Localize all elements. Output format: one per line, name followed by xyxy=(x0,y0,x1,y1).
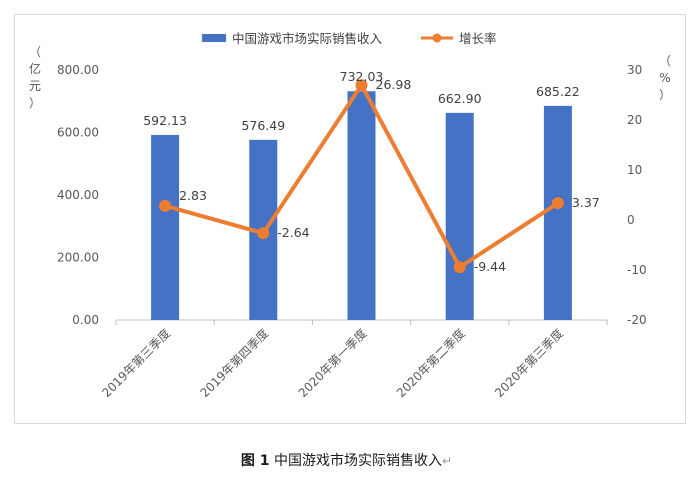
line-point xyxy=(257,227,270,240)
category-label: 2019年第三季度 xyxy=(99,326,174,401)
category-label: 2020年第三季度 xyxy=(491,326,566,401)
bar-series xyxy=(151,91,572,321)
bar xyxy=(347,91,376,320)
line-series xyxy=(159,79,564,274)
bar-value-label: 662.90 xyxy=(438,91,482,106)
bar-value-label: 685.22 xyxy=(536,84,580,99)
legend: 中国游戏市场实际销售收入 增长率 xyxy=(202,31,497,46)
left-tick-label: 200.00 xyxy=(57,251,99,265)
right-tick-label: 0 xyxy=(627,213,635,227)
left-tick-label: 400.00 xyxy=(57,188,99,202)
legend-label-bar: 中国游戏市场实际销售收入 xyxy=(232,31,383,46)
right-unit-char: ） xyxy=(659,88,671,102)
line-point xyxy=(355,79,368,92)
category-label: 2020年第一季度 xyxy=(295,326,370,401)
right-unit-char: （ xyxy=(659,54,671,68)
right-tick-label: -20 xyxy=(627,313,647,327)
bar-value-label: 592.13 xyxy=(143,113,187,128)
bar xyxy=(543,105,572,321)
line-point xyxy=(551,197,564,210)
line-point xyxy=(159,199,172,212)
axis-units: （ 亿元 ） （% ） xyxy=(29,45,671,110)
left-tick-label: 0.00 xyxy=(72,313,99,327)
left-unit-char: 元 xyxy=(29,79,41,93)
return-mark: ↵ xyxy=(442,454,453,468)
right-tick-label: -10 xyxy=(627,263,647,277)
category-label: 2020年第二季度 xyxy=(393,326,468,401)
bar-value-label: 576.49 xyxy=(241,118,285,133)
legend-bar-swatch xyxy=(202,34,226,42)
category-label: 2019年第四季度 xyxy=(197,326,272,401)
left-unit-char: 亿 xyxy=(29,61,41,76)
left-tick-label: 600.00 xyxy=(57,126,99,140)
right-tick-label: 10 xyxy=(627,163,642,177)
line-value-label: 2.83 xyxy=(179,188,207,203)
figure-caption: 图 1 中国游戏市场实际销售收入↵ xyxy=(0,450,693,470)
line-value-label: 26.98 xyxy=(376,77,412,92)
left-tick-label: 800.00 xyxy=(57,63,99,77)
chart-frame: 中国游戏市场实际销售收入 增长率 （ 亿元 ） （% ） 0.00 200.00 400.00… xyxy=(14,14,686,424)
category-labels: 2019年第三季度 2019年第四季度 2020年第一季度 2020年第二季度 2020… xyxy=(99,326,566,401)
figure-number: 图 1 xyxy=(240,453,270,469)
legend-line-marker xyxy=(432,33,442,43)
line-value-label: -2.64 xyxy=(277,225,309,240)
line-point xyxy=(453,261,466,274)
line-value-label: 3.37 xyxy=(572,195,600,210)
combo-chart: 中国游戏市场实际销售收入 增长率 （ 亿元 ） （% ） 0.00 200.00 400.00… xyxy=(29,31,671,401)
legend-label-line: 增长率 xyxy=(459,31,497,46)
right-tick-label: 30 xyxy=(627,63,642,77)
bar xyxy=(445,112,474,320)
left-unit-char: （ xyxy=(29,45,41,59)
bar-value-label: 732.03 xyxy=(340,69,384,84)
bar xyxy=(151,134,180,320)
right-unit-char: % xyxy=(659,71,670,85)
line-value-label: -9.44 xyxy=(474,259,506,274)
right-tick-label: 20 xyxy=(627,113,642,127)
data-labels: 592.13 576.49 732.03 662.90 685.22 2.83 -2.64 2… xyxy=(143,69,600,274)
left-unit-char: ） xyxy=(29,96,41,110)
figure-title: 中国游戏市场实际销售收入 xyxy=(274,453,442,469)
